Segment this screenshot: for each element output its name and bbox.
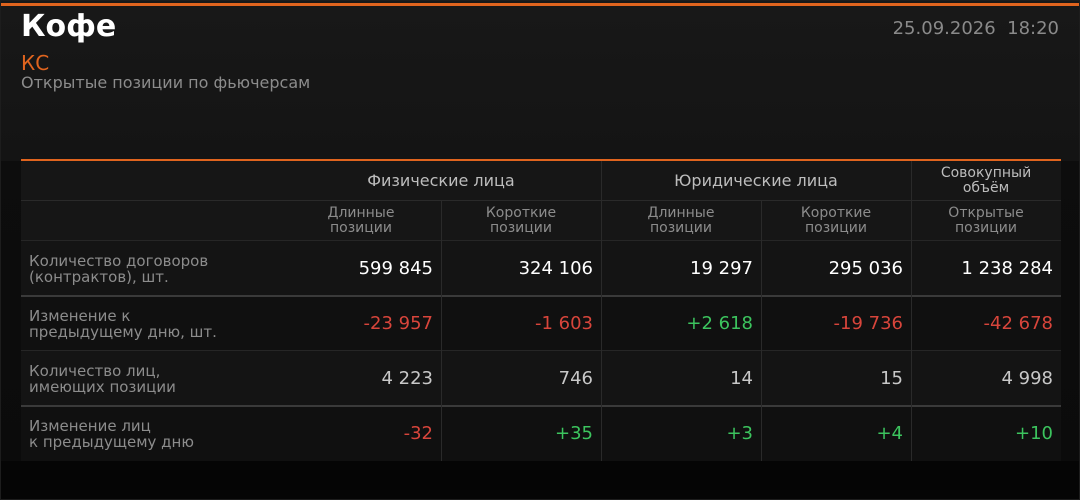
header-bg xyxy=(21,161,1061,241)
row-bg xyxy=(21,241,1061,296)
cell-value: 746 xyxy=(558,367,593,389)
row-divider xyxy=(21,350,1061,351)
row-label: Изменение к предыдущему дню, шт. xyxy=(29,306,217,341)
cell-value: 15 xyxy=(880,367,903,389)
datetime: 25.09.2026 18:20 xyxy=(892,18,1059,39)
column-divider xyxy=(911,161,912,461)
top-accent xyxy=(1,3,1079,6)
cell-value: 14 xyxy=(730,367,753,389)
column-header: Длинные позиции xyxy=(327,205,395,236)
column-header: Длинные позиции xyxy=(647,205,715,236)
cell-value: +35 xyxy=(555,422,593,444)
row-label: Количество договоров (контрактов), шт. xyxy=(29,251,209,286)
row-bg xyxy=(21,406,1061,461)
cell-value: -19 736 xyxy=(833,312,903,334)
column-header: Короткие позиции xyxy=(800,205,872,236)
cell-value: 295 036 xyxy=(828,257,903,279)
column-divider xyxy=(761,201,762,461)
row-bg xyxy=(21,351,1061,406)
column-header: Короткие позиции xyxy=(485,205,557,236)
row-bg xyxy=(21,296,1061,351)
ticker: КС xyxy=(21,51,50,75)
row-label: Количество лиц, имеющих позиции xyxy=(29,361,176,396)
group-header: Юридические лица xyxy=(674,171,838,190)
cell-value: 324 106 xyxy=(518,257,593,279)
column-divider xyxy=(441,201,442,461)
cell-value: 19 297 xyxy=(690,257,753,279)
subtitle: Открытые позиции по фьючерсам xyxy=(21,73,311,92)
cell-value: -42 678 xyxy=(983,312,1053,334)
header-divider xyxy=(21,200,1061,201)
row-divider xyxy=(21,405,1061,407)
group-header: Физические лица xyxy=(367,171,515,190)
cell-value: +10 xyxy=(1015,422,1053,444)
column-header: Открытые позиции xyxy=(948,205,1024,236)
cell-value: 1 238 284 xyxy=(961,257,1053,279)
cell-value: +2 618 xyxy=(686,312,753,334)
cell-value: 4 998 xyxy=(1001,367,1053,389)
row-divider xyxy=(21,295,1061,297)
column-divider xyxy=(601,161,602,461)
cell-value: 4 223 xyxy=(381,367,433,389)
cell-value: -1 603 xyxy=(534,312,593,334)
cell-value: 599 845 xyxy=(358,257,433,279)
table-top-border xyxy=(21,159,1061,161)
row-divider xyxy=(21,240,1061,241)
group-header: Совокупный объём xyxy=(940,165,1032,196)
title: Кофе xyxy=(21,9,117,44)
cell-value: +4 xyxy=(876,422,903,444)
cell-value: -23 957 xyxy=(363,312,433,334)
row-label: Изменение лиц к предыдущему дню xyxy=(29,416,194,451)
cell-value: +3 xyxy=(726,422,753,444)
cell-value: -32 xyxy=(403,422,433,444)
